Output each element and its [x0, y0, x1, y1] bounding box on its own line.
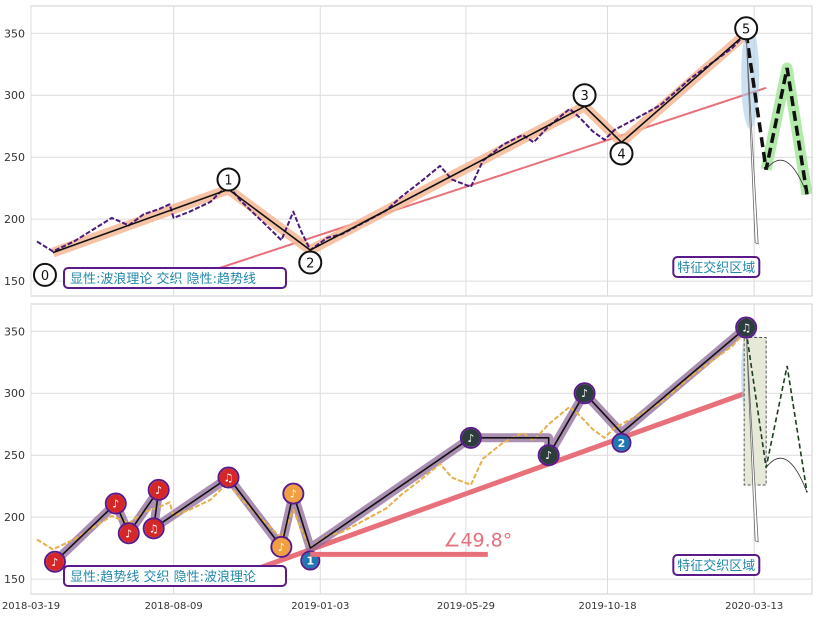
note-marker-label: ♪ [545, 449, 552, 462]
forecast-curve [765, 159, 808, 195]
x-tick-label: 2019-10-18 [578, 601, 636, 612]
note-marker-label: ♪ [51, 556, 58, 569]
note-marker [284, 484, 303, 503]
note-marker-ring [104, 492, 127, 515]
note-marker-label: ♪ [155, 484, 162, 497]
note-marker [219, 468, 238, 487]
plot-frame [30, 5, 813, 297]
note-marker-label: ♪ [581, 387, 588, 400]
forecast-path [744, 33, 809, 195]
note-marker-label: 2 [618, 437, 626, 450]
wave-point-marker [32, 262, 57, 287]
legend-box [63, 565, 287, 587]
note-marker [272, 537, 291, 556]
y-tick-label: 200 [4, 511, 25, 524]
y-tick-label: 350 [4, 325, 25, 338]
x-tick-label: 2019-01-03 [291, 601, 349, 612]
x-tick-label: 2020-03-13 [725, 601, 783, 612]
note-marker-ring [43, 550, 66, 573]
note-marker-label: ♪ [125, 527, 132, 540]
note-marker-label: ♪ [278, 541, 285, 554]
note-marker-label: ♪ [290, 488, 297, 501]
y-tick-label: 250 [4, 449, 25, 462]
plot-frame [30, 303, 813, 595]
wave-point-label: 1 [224, 174, 232, 189]
note-marker-ring [270, 535, 293, 558]
note-marker-label: 1 [306, 555, 314, 568]
note-marker-ring [573, 382, 596, 405]
wave-point-marker [734, 16, 759, 41]
note-marker-label: ♫ [149, 522, 159, 535]
zone-label: 特征交织区域 [677, 558, 755, 574]
wave-point-marker [298, 250, 323, 275]
wave-path-line [52, 32, 747, 254]
note-marker-label: ♫ [741, 322, 751, 335]
x-tick-label: 2018-03-19 [2, 601, 60, 612]
wave-point-marker [216, 167, 241, 192]
note-marker [106, 494, 125, 513]
zone-label: 特征交织区域 [677, 260, 755, 276]
legend-box [63, 267, 287, 289]
y-tick-label: 300 [4, 89, 25, 102]
note-marker-ring [300, 550, 321, 571]
note-marker-ring [147, 478, 170, 501]
note-marker-label: ♪ [467, 432, 474, 445]
note-marker-label: ♪ [112, 498, 119, 511]
forecast-arrow [745, 331, 759, 543]
note-marker [737, 318, 756, 337]
legend-text: 显性:波浪理论 交织 隐性:趋势线 [70, 271, 256, 287]
note-marker [144, 519, 163, 538]
note-marker [45, 552, 64, 571]
panel-bottom: 150 200 250 300 350 2018-03-19 2018-08-09 2019-… [2, 303, 813, 612]
wave-point-marker [572, 83, 597, 108]
note-marker [149, 480, 168, 499]
price-series-line [36, 336, 741, 551]
note-marker-ring [142, 517, 165, 540]
note-marker-ring [611, 432, 632, 453]
note-marker [575, 384, 594, 403]
forecast-arrow [745, 33, 759, 245]
zone-label-box [672, 554, 761, 576]
note-marker [461, 428, 480, 447]
note-marker [613, 434, 630, 451]
note-marker [539, 446, 558, 465]
wave-point-label: 5 [742, 22, 750, 37]
wave-point-label: 0 [41, 269, 49, 284]
note-marker-ring [282, 482, 305, 505]
y-tick-label: 250 [4, 151, 25, 164]
note-marker [119, 524, 138, 543]
wave-point-label: 2 [306, 257, 314, 272]
y-tick-label: 200 [4, 213, 25, 226]
forecast-curve [765, 457, 808, 493]
note-marker-label: ♫ [224, 472, 234, 485]
forecast-path [745, 331, 808, 493]
x-tick-label: 2018-08-09 [145, 601, 203, 612]
legend-text: 显性:趋势线 交织 隐性:波浪理论 [70, 569, 256, 585]
zone-label-box [672, 256, 761, 278]
y-tick-label: 300 [4, 387, 25, 400]
note-marker-ring [217, 466, 240, 489]
note-marker-ring [537, 444, 560, 467]
wave-point-label: 4 [617, 147, 625, 162]
wave-point-label: 3 [580, 89, 588, 104]
note-marker-ring [117, 522, 140, 545]
y-tick-label: 150 [4, 275, 25, 288]
y-tick-label: 350 [4, 27, 25, 40]
wave-point-marker [609, 141, 634, 166]
x-tick-label: 2019-05-29 [437, 601, 495, 612]
note-marker-ring [459, 426, 482, 449]
y-tick-label: 150 [4, 573, 25, 586]
angle-label: ∠49.8° [443, 529, 512, 551]
panel-top: 150 200 250 300 350 0 1 2 3 4 5 显性:波浪理论 交织 隐性:趋势线 特征… [4, 5, 813, 297]
note-marker-ring [735, 316, 758, 339]
